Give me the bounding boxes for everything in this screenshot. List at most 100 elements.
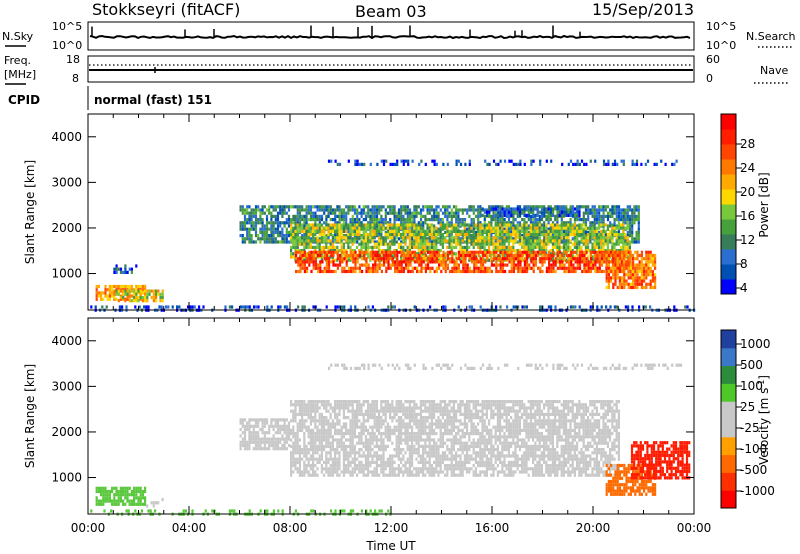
heatmap-cell — [417, 249, 420, 253]
heatmap-cell — [477, 205, 480, 209]
heatmap-cell — [400, 236, 403, 240]
heatmap-cell — [106, 499, 109, 503]
heatmap-cell — [461, 237, 464, 241]
heatmap-cell — [499, 239, 502, 243]
heatmap-cell — [578, 233, 581, 237]
heatmap-cell — [165, 305, 168, 309]
heatmap-cell — [272, 234, 275, 238]
heatmap-cell — [514, 211, 517, 215]
heatmap-cell — [422, 230, 425, 234]
heatmap-cell — [384, 237, 387, 241]
heatmap-cell — [464, 260, 467, 264]
heatmap-cell — [567, 269, 571, 274]
heatmap-cell — [360, 240, 363, 244]
heatmap-cell — [561, 162, 564, 166]
heatmap-cell — [551, 221, 555, 225]
heatmap-cell — [560, 221, 563, 225]
heatmap-cell — [616, 162, 619, 166]
heatmap-cell — [538, 214, 541, 218]
heatmap-cell — [466, 250, 469, 254]
heatmap-cell — [540, 208, 544, 212]
heatmap-cell — [320, 233, 323, 237]
nsky-spikes — [91, 25, 581, 37]
heatmap-cell — [362, 233, 365, 237]
heatmap-cell — [512, 245, 515, 249]
heatmap-cell — [342, 214, 346, 218]
heatmap-cell — [402, 162, 405, 166]
heatmap-cell — [455, 223, 458, 227]
heatmap-cell — [556, 205, 559, 209]
heatmap-cell — [525, 239, 528, 243]
heatmap-cell — [358, 226, 361, 230]
heatmap-cell — [361, 257, 364, 261]
heatmap-cell — [629, 276, 632, 280]
heatmap-cell — [536, 236, 539, 240]
heatmap-cell — [596, 250, 599, 254]
heatmap-cell — [301, 229, 304, 233]
colorbar-swatch — [721, 174, 736, 190]
heatmap-cell — [510, 210, 513, 214]
heatmap-cell — [325, 205, 328, 209]
heatmap-cell — [279, 221, 282, 225]
heatmap-cell — [323, 236, 326, 240]
heatmap-cell — [643, 263, 646, 267]
heatmap-cell — [541, 257, 544, 261]
heatmap-cell — [276, 211, 280, 215]
heatmap-cell — [645, 266, 648, 270]
heatmap-cell — [405, 266, 408, 270]
heatmap-cell — [576, 213, 579, 217]
heatmap-cell — [556, 250, 559, 254]
heatmap-cell — [353, 229, 356, 233]
heatmap-cell — [607, 279, 610, 283]
heatmap-cell — [331, 226, 334, 230]
heatmap-cell — [543, 226, 546, 230]
heatmap-cell — [389, 257, 392, 261]
heatmap-cell — [309, 242, 312, 246]
heatmap-cell — [554, 233, 557, 237]
heatmap-cell — [525, 305, 528, 309]
heatmap-cell — [373, 245, 376, 249]
heatmap-cell — [457, 233, 460, 237]
heatmap-cell — [638, 269, 641, 274]
heatmap-cell — [560, 258, 563, 262]
heatmap-cell — [560, 233, 563, 237]
heatmap-cell — [433, 233, 436, 237]
heatmap-cell — [501, 260, 504, 264]
heatmap-cell — [345, 221, 348, 225]
heatmap-cell — [572, 263, 575, 267]
heatmap-cell — [102, 502, 105, 506]
heatmap-cell — [598, 245, 601, 249]
heatmap-cell — [336, 208, 339, 212]
heatmap-cell — [523, 269, 526, 274]
heatmap-cell — [297, 257, 300, 261]
heatmap-cell — [111, 291, 114, 295]
heatmap-cell — [439, 242, 442, 246]
heatmap-cell — [428, 242, 431, 246]
heatmap-cell — [479, 221, 482, 225]
heatmap-cell — [626, 208, 629, 212]
heatmap-cell — [119, 489, 122, 494]
heatmap-cell — [417, 221, 420, 225]
heatmap-cell — [397, 242, 400, 246]
heatmap-cell — [299, 269, 302, 274]
heatmap-cell — [560, 210, 563, 214]
heatmap-cell — [97, 291, 100, 295]
heatmap-cell — [563, 207, 566, 211]
heatmap-cell — [492, 207, 495, 211]
heatmap-cell — [435, 162, 438, 166]
heatmap-cell — [345, 250, 348, 254]
heatmap-cell — [406, 245, 409, 249]
heatmap-cell — [340, 223, 343, 227]
heatmap-cell — [252, 211, 255, 215]
heatmap-cell — [629, 263, 632, 267]
heatmap-cell — [545, 233, 548, 237]
heatmap-cell — [567, 233, 570, 237]
heatmap-cell — [305, 242, 308, 246]
heatmap-cell — [485, 249, 488, 253]
heatmap-cell — [356, 159, 359, 163]
heatmap-cell — [411, 250, 414, 254]
heatmap-cell — [640, 162, 643, 166]
heatmap-cell — [336, 239, 339, 243]
heatmap-cell — [496, 223, 499, 227]
heatmap-cell — [367, 245, 370, 249]
